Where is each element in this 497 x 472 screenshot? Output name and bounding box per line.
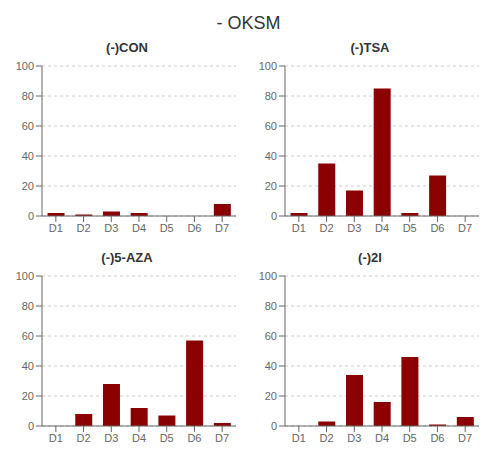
html-text:(-)5-AZA: (-)5-AZA (101, 250, 153, 265)
html-text:(-)2I: (-)2I (358, 250, 382, 265)
svg-text:D3: D3 (347, 222, 361, 234)
svg-text:D5: D5 (403, 222, 417, 234)
svg-text:D1: D1 (49, 432, 63, 444)
svg-text:D4: D4 (375, 222, 389, 234)
html-text:(-)CON: (-)CON (106, 40, 148, 55)
svg-text:40: 40 (22, 360, 34, 372)
svg-text:D3: D3 (104, 432, 118, 444)
svg-text:20: 20 (22, 390, 34, 402)
svg-text:D6: D6 (187, 432, 201, 444)
svg-text:D2: D2 (77, 432, 91, 444)
svg-text:100: 100 (259, 60, 277, 72)
svg-text:D3: D3 (347, 432, 361, 444)
svg-text:100: 100 (259, 270, 277, 282)
svg-text:D2: D2 (77, 222, 91, 234)
svg-text:0: 0 (271, 210, 277, 222)
html-text:- OKSM: - OKSM (216, 13, 281, 33)
svg-text:100: 100 (16, 270, 34, 282)
svg-text:D2: D2 (320, 222, 334, 234)
svg-text:D7: D7 (458, 432, 472, 444)
svg-text:40: 40 (265, 360, 277, 372)
svg-text:20: 20 (22, 180, 34, 192)
svg-text:60: 60 (265, 330, 277, 342)
svg-text:D7: D7 (215, 432, 229, 444)
svg-text:D6: D6 (430, 222, 444, 234)
svg-text:D4: D4 (132, 222, 146, 234)
svg-text:D1: D1 (49, 222, 63, 234)
svg-text:80: 80 (22, 300, 34, 312)
svg-text:D4: D4 (375, 432, 389, 444)
svg-text:0: 0 (28, 210, 34, 222)
svg-text:20: 20 (265, 180, 277, 192)
svg-text:80: 80 (22, 90, 34, 102)
svg-text:100: 100 (16, 60, 34, 72)
svg-text:20: 20 (265, 390, 277, 402)
svg-text:D6: D6 (187, 222, 201, 234)
svg-text:D5: D5 (403, 432, 417, 444)
svg-text:60: 60 (265, 120, 277, 132)
svg-text:D1: D1 (292, 432, 306, 444)
svg-text:D6: D6 (430, 432, 444, 444)
svg-text:D7: D7 (458, 222, 472, 234)
svg-text:D7: D7 (215, 222, 229, 234)
svg-text:60: 60 (22, 120, 34, 132)
svg-text:80: 80 (265, 300, 277, 312)
svg-text:D1: D1 (292, 222, 306, 234)
svg-text:60: 60 (22, 330, 34, 342)
svg-text:40: 40 (22, 150, 34, 162)
svg-text:0: 0 (271, 420, 277, 432)
svg-text:0: 0 (28, 420, 34, 432)
svg-text:D5: D5 (160, 432, 174, 444)
svg-text:D2: D2 (320, 432, 334, 444)
svg-text:D4: D4 (132, 432, 146, 444)
svg-text:D3: D3 (104, 222, 118, 234)
svg-text:40: 40 (265, 150, 277, 162)
html-text:(-)TSA: (-)TSA (350, 40, 390, 55)
svg-text:D5: D5 (160, 222, 174, 234)
svg-text:80: 80 (265, 90, 277, 102)
